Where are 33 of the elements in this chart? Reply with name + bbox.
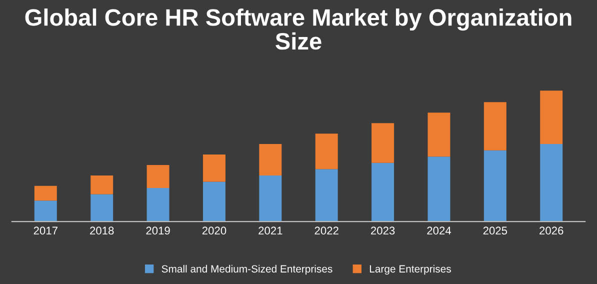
x-tick-label: 2025 [483,226,508,235]
bar [372,123,394,163]
bar [484,102,506,150]
bar [428,112,450,157]
bar [259,144,282,176]
bar [428,156,450,222]
chart-title: Global Core HR Software Market by Organization Size [25,8,572,50]
bar [372,162,394,222]
bar [315,134,338,170]
x-tick-label: 2022 [314,226,338,235]
legend-label: Small and Medium-Sized Enterprises [162,264,332,275]
bar [540,144,563,222]
bar [484,150,506,222]
bar [315,169,338,222]
x-tick-label: 2019 [146,226,170,235]
legend-label: Large Enterprises [370,264,451,275]
bar [202,154,226,182]
x-tick-label: 2018 [90,226,114,235]
bar [202,182,226,222]
bar [90,194,114,222]
x-tick-label: 2017 [34,226,58,235]
bar [540,90,563,144]
bar [146,188,170,222]
bar [146,164,170,188]
x-tick-label: 2021 [258,226,282,235]
x-tick-label: 2023 [370,226,395,235]
bar [259,175,282,222]
x-tick-label: 2020 [202,226,226,235]
bar [90,175,114,194]
bar [34,186,57,201]
bar [34,200,57,222]
x-tick-label: 2024 [427,226,452,235]
x-tick-label: 2026 [540,226,564,235]
